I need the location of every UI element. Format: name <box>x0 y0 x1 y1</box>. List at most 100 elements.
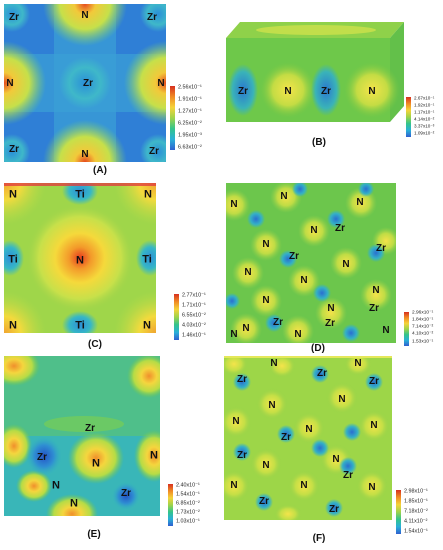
panel-a-colorbar-gradient <box>170 86 175 150</box>
panel-f-atom-label: Zr <box>369 376 379 387</box>
panel-f-atom-label: Zr <box>281 432 291 443</box>
panel-c-atom-label: Ti <box>75 319 85 332</box>
panel-f-colorbar-gradient <box>396 490 401 534</box>
panel-f-atom-label: N <box>232 416 240 427</box>
panel-d-colorbar-tick: 1.84x10⁻¹ <box>412 317 434 323</box>
panel-a-atom-label: Zr <box>149 146 159 157</box>
panel-a-colorbar-tick: 1.95x10⁻³ <box>178 132 202 139</box>
panel-e-atom-label: N <box>150 449 158 462</box>
panel-e-atom-label: N <box>92 457 100 470</box>
panel-f-atom-label: N <box>270 358 278 369</box>
panel-a-colorbar: 2.56x10⁻¹ 1.91x10⁻¹ 1.27x10⁻¹ 6.25x10⁻² … <box>170 84 204 151</box>
panel-d-label: (D) <box>311 343 325 354</box>
panel-a-atom-label: N <box>81 10 89 21</box>
panel-f-atom-label: N <box>262 460 270 471</box>
panel-d-colorbar-tick: 2.96x10⁻¹ <box>412 310 434 316</box>
panel-a-label: (A) <box>93 165 107 176</box>
panel-c-colorbar: 2.77x10⁻¹ 1.71x10⁻¹ 6.55x10⁻² 4.03x10⁻² … <box>174 292 214 340</box>
panel-b-colorbar-tick: 1.09x10⁻² <box>414 130 435 136</box>
panel-b-colorbar-tick: 1.17x10⁻¹ <box>414 109 435 115</box>
panel-f-atom-label: N <box>370 420 378 431</box>
panel-e-atom-label: Zr <box>85 423 95 434</box>
panel-d-atom-label: N <box>262 295 270 306</box>
panel-a-colorbar-tick: 2.56x10⁻¹ <box>178 84 202 91</box>
panel-b-atom-label: Zr <box>238 86 248 97</box>
panel-e-contour-svg <box>4 356 160 516</box>
panel-e-colorbar-tick: 1.73x10⁻² <box>176 509 200 516</box>
panel-d-atom-label: N <box>262 239 270 250</box>
panel-f-atom-label: N <box>230 480 238 491</box>
panel-e-label: (E) <box>87 529 101 540</box>
panel-d-atom-label: N <box>310 225 318 236</box>
panel-f-atom-label: Zr <box>317 368 327 379</box>
panel-e-colorbar-tick: 2.40x10⁻¹ <box>176 482 200 489</box>
panel-a-atom-label: Zr <box>9 144 19 155</box>
panel-a-colorbar-tick: 6.25x10⁻² <box>178 120 202 127</box>
panel-c-atom-label: Ti <box>142 253 152 266</box>
panel-d-colorbar-tick: 7.14x10⁻² <box>412 324 434 330</box>
panel-d-atom-label: Zr <box>376 243 386 254</box>
panel-d-colorbar-tick: 1.53x10⁻¹ <box>412 339 434 345</box>
panel-e-contour-map: Zr Zr N N Zr N N <box>4 356 160 516</box>
panel-b-colorbar-tick: 4.14x10⁻² <box>414 116 435 122</box>
panel-c-contour-svg <box>4 183 156 333</box>
panel-c-colorbar-tick: 4.03x10⁻² <box>182 322 206 329</box>
panel-b-atom-label: N <box>368 86 376 97</box>
panel-d-atom-label: Zr <box>369 303 379 314</box>
panel-d-atom-label: N <box>242 323 250 334</box>
panel-f-atom-label: Zr <box>237 450 247 461</box>
panel-f-atom-label: N <box>354 358 362 369</box>
panel-f-atom-label: Zr <box>329 504 339 515</box>
panel-c-atom-label: N <box>144 188 152 201</box>
panel-f-atom-label: Zr <box>237 374 247 385</box>
panel-d-atom-label: Zr <box>273 317 283 328</box>
panel-e-atom-label: N <box>70 497 78 510</box>
panel-b-colorbar: 2.67x10⁻¹ 1.92x10⁻¹ 1.17x10⁻¹ 4.14x10⁻² … <box>406 95 440 137</box>
panel-a-colorbar-tick: 1.91x10⁻¹ <box>178 96 202 103</box>
panel-d-atom-label: Zr <box>325 318 335 329</box>
panel-d-atom-label: N <box>372 285 380 296</box>
panel-a-colorbar-tick: 6.63x10⁻² <box>178 144 202 151</box>
panel-c-colorbar-gradient <box>174 294 179 340</box>
panel-e-colorbar-tick: 6.85x10⁻² <box>176 500 200 507</box>
panel-f-atom-label: N <box>338 394 346 405</box>
panel-d-atom-label: N <box>342 259 350 270</box>
panel-a-contour-map: Zr N Zr Zr N N Zr N Zr <box>4 4 166 162</box>
panel-c-label: (C) <box>88 339 102 350</box>
panel-e-atom-label: Zr <box>121 488 131 499</box>
panel-d-contour-svg <box>226 183 396 343</box>
panel-a-atom-label: Zr <box>9 12 19 23</box>
panel-c-atom-label: N <box>9 188 17 201</box>
panel-b-slab-svg <box>226 22 404 122</box>
panel-d-atom-label: N <box>327 303 335 314</box>
panel-e-colorbar-gradient <box>168 484 173 526</box>
panel-b-colorbar-tick: 2.67x10⁻¹ <box>414 95 435 101</box>
panel-d-colorbar: 2.96x10⁻¹ 1.84x10⁻¹ 7.14x10⁻² 4.10x10⁻² … <box>404 310 442 346</box>
panel-d-atom-label: N <box>300 275 308 286</box>
panel-f-colorbar-tick: 2.98x10⁻¹ <box>404 488 428 495</box>
panel-f-atom-label: N <box>268 400 276 411</box>
panel-b-colorbar-tick: 1.92x10⁻¹ <box>414 102 435 108</box>
panel-d-contour-map: N N N N Zr Zr Zr N N N N N Zr Zr N N Zr … <box>226 183 396 343</box>
panel-f-colorbar-tick: 1.85x10⁻¹ <box>404 498 428 505</box>
panel-f-atom-label: Zr <box>259 496 269 507</box>
panel-e-colorbar-tick: 1.03x10⁻¹ <box>176 518 200 525</box>
panel-c-colorbar-tick: 2.77x10⁻¹ <box>182 292 206 299</box>
panel-a-atom-label: N <box>6 78 14 89</box>
panel-e-colorbar-tick: 1.54x10⁻¹ <box>176 491 200 498</box>
panel-a-atom-label: Zr <box>83 78 93 89</box>
panel-f-colorbar-tick: 1.54x10⁻¹ <box>404 528 428 535</box>
panel-a-colorbar-tick: 1.27x10⁻¹ <box>178 108 202 115</box>
panel-f-atom-label: N <box>300 480 308 491</box>
panel-c-colorbar-tick: 6.55x10⁻² <box>182 312 206 319</box>
panel-f-contour-map: N Zr N N Zr N Zr N N Zr N Zr N N Zr N Zr… <box>224 356 392 520</box>
panel-a-atom-label: N <box>157 78 165 89</box>
panel-d-atom-label: N <box>382 325 390 336</box>
panel-d-atom-label: N <box>294 329 302 340</box>
panel-d-atom-label: N <box>230 199 238 210</box>
panel-c-contour-map: N Ti N Ti N Ti N Ti N <box>4 183 156 333</box>
panel-b-atom-label: Zr <box>321 86 331 97</box>
panel-f-atom-label: N <box>368 482 376 493</box>
panel-d-colorbar-gradient <box>404 312 409 346</box>
panel-f-colorbar-tick: 4.11x10⁻² <box>404 518 428 525</box>
